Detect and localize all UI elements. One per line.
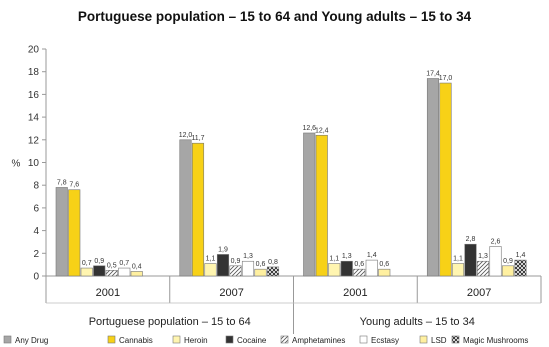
bar-value-label: 0,6 xyxy=(256,261,266,268)
bar-ecstasy xyxy=(118,267,131,277)
bar-value-label: 12,6 xyxy=(302,125,316,132)
y-axis-label: % xyxy=(12,159,21,170)
legend-label: LSD xyxy=(431,336,447,345)
bar-value-label: 1,3 xyxy=(342,253,352,260)
chart-title: Portuguese population – 15 to 64 and You… xyxy=(77,9,472,24)
legend-label: Cannabis xyxy=(119,336,153,345)
y-tick-label: 14 xyxy=(28,113,40,124)
bar-value-label: 1,1 xyxy=(329,256,339,263)
legend-swatch-heroin xyxy=(172,335,181,344)
bar-value-label: 0,6 xyxy=(379,261,389,268)
bar-lsd xyxy=(501,265,515,277)
legend-label: Cocaine xyxy=(237,336,267,345)
bar-value-label: 1,4 xyxy=(367,252,377,259)
legend-label: Heroin xyxy=(184,336,208,345)
bar-any-drug xyxy=(426,78,440,277)
bar-value-label: 0,9 xyxy=(231,258,241,265)
x-category-label: 2001 xyxy=(343,287,367,299)
bar-value-label: 0,7 xyxy=(119,260,129,267)
bar-amphetamines xyxy=(353,268,366,277)
bar-value-label: 12,4 xyxy=(315,127,329,134)
bar-amphetamines xyxy=(229,265,242,277)
bar-cocaine xyxy=(93,265,106,277)
y-tick-label: 16 xyxy=(28,90,40,101)
legend-label: Ecstasy xyxy=(371,336,399,345)
legend-swatch-any-drug xyxy=(3,335,12,344)
legend-label: Any Drug xyxy=(15,336,48,345)
bar-magic-mushrooms xyxy=(266,266,280,277)
bar-value-label: 1,9 xyxy=(218,246,228,253)
bar-value-label: 1,1 xyxy=(206,256,216,263)
bar-heroin xyxy=(80,267,93,277)
bar-value-label: 11,7 xyxy=(191,135,204,142)
x-category-label: 2001 xyxy=(96,287,120,299)
bar-lsd xyxy=(130,271,143,277)
legend-swatch-cannabis xyxy=(107,335,116,344)
x-category-label: 2007 xyxy=(219,287,243,299)
bar-cannabis xyxy=(439,82,452,277)
bar-value-label: 1,4 xyxy=(516,252,526,259)
bar-any-drug xyxy=(303,132,316,277)
bar-cannabis xyxy=(191,142,205,277)
y-tick-label: 0 xyxy=(33,272,39,283)
bar-magic-mushrooms xyxy=(514,259,527,277)
y-tick-label: 2 xyxy=(33,249,39,260)
legend-swatch-magic-mushrooms xyxy=(451,335,460,344)
y-tick-label: 6 xyxy=(33,203,39,214)
y-tick-label: 4 xyxy=(33,226,39,237)
bar-value-label: 2,6 xyxy=(491,238,501,245)
bar-cocaine xyxy=(464,243,477,277)
bar-cannabis xyxy=(68,189,81,277)
bar-ecstasy xyxy=(241,260,255,277)
bar-any-drug xyxy=(55,187,68,277)
legend-label: Amphetamines xyxy=(292,336,345,345)
bar-any-drug xyxy=(179,139,192,277)
bar-value-label: 0,8 xyxy=(268,259,278,266)
bar-cocaine xyxy=(340,260,353,277)
bar-value-label: 1,1 xyxy=(453,256,463,263)
bar-cocaine xyxy=(216,254,230,277)
y-tick-label: 20 xyxy=(28,45,40,56)
bar-value-label: 1,3 xyxy=(478,253,488,260)
bar-value-label: 0,5 xyxy=(107,262,117,269)
y-tick-label: 18 xyxy=(28,67,40,78)
legend-swatch-amphetamines xyxy=(280,335,289,344)
x-group-label: Portuguese population – 15 to 64 xyxy=(89,316,251,328)
x-category-label: 2007 xyxy=(467,287,491,299)
bar-ecstasy xyxy=(365,259,378,277)
legend-swatch-ecstasy xyxy=(359,335,368,344)
bar-value-label: 12,0 xyxy=(179,132,193,139)
y-tick-label: 12 xyxy=(28,135,40,146)
bar-value-label: 17,0 xyxy=(439,75,453,82)
bar-value-label: 0,9 xyxy=(94,258,104,265)
bar-heroin xyxy=(204,263,217,277)
bar-lsd xyxy=(254,268,267,277)
bar-value-label: 7,8 xyxy=(57,179,67,186)
bar-value-label: 7,6 xyxy=(69,182,79,189)
x-group-label: Young adults – 15 to 34 xyxy=(360,316,475,328)
bar-amphetamines xyxy=(476,260,490,277)
legend-swatch-lsd xyxy=(419,335,428,344)
bar-heroin xyxy=(328,263,341,277)
bar-ecstasy xyxy=(489,246,502,277)
bar-value-label: 0,7 xyxy=(82,260,92,267)
bar-heroin xyxy=(451,263,465,277)
legend-label: Magic Mushrooms xyxy=(463,336,528,345)
legend-swatch-cocaine xyxy=(225,335,234,344)
bar-value-label: 17,4 xyxy=(426,71,440,78)
bar-cannabis xyxy=(315,134,328,277)
bar-lsd xyxy=(378,268,391,277)
bar-value-label: 0,9 xyxy=(503,258,513,265)
y-tick-label: 10 xyxy=(28,158,40,169)
bar-value-label: 0,6 xyxy=(354,261,364,268)
bar-value-label: 2,8 xyxy=(466,236,476,243)
bar-amphetamines xyxy=(105,270,118,277)
bar-value-label: 1,3 xyxy=(243,253,253,260)
bar-value-label: 0,4 xyxy=(132,263,142,270)
y-tick-label: 8 xyxy=(33,181,39,192)
